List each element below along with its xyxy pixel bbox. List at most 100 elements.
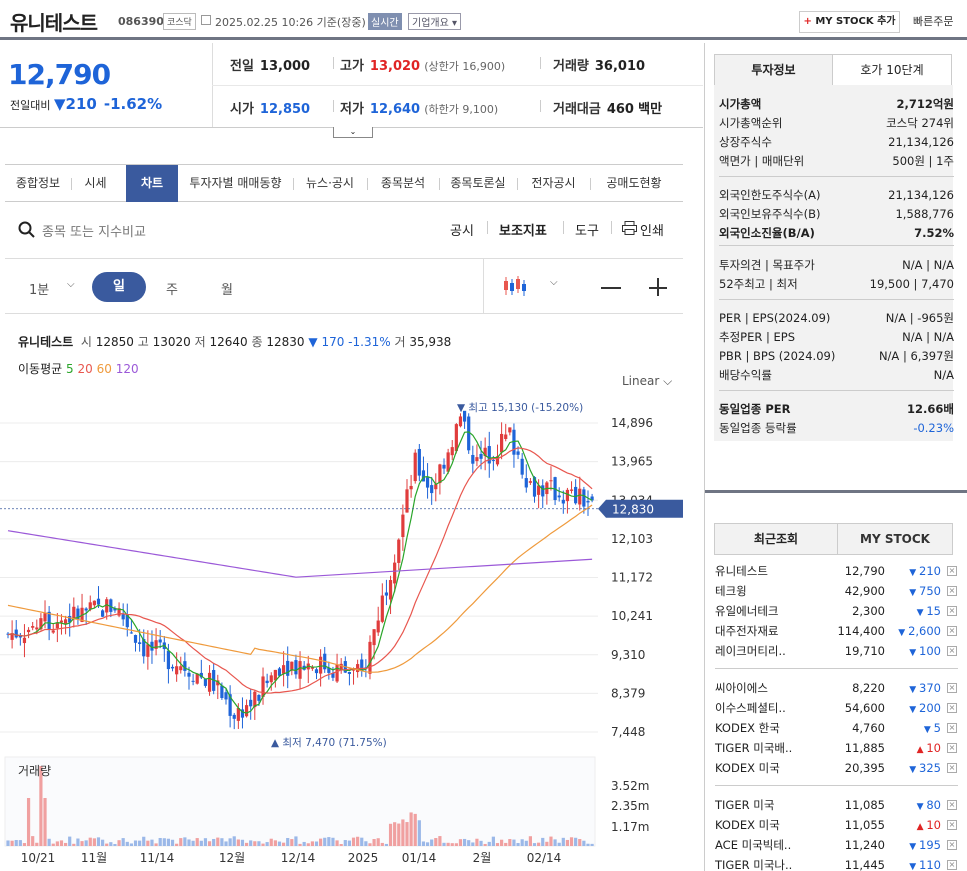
volume-bar (368, 843, 372, 846)
tab-invest-info[interactable]: 투자정보 (714, 54, 833, 86)
close-icon[interactable]: × (947, 703, 957, 713)
candle (425, 477, 430, 488)
close-icon[interactable]: × (947, 566, 957, 576)
recent-item[interactable]: 테크윙 42,900 ▼ 750 × (715, 584, 957, 598)
disclosure-button[interactable]: 공시 (450, 224, 474, 239)
recent-item[interactable]: 이수스페셜티.. 54,600 ▼ 200 × (715, 701, 957, 715)
recent-item[interactable]: 유일에너테크 2,300 ▼ 15 × (715, 604, 957, 618)
close-icon[interactable]: × (947, 606, 957, 616)
tab-mystock[interactable]: MY STOCK (837, 523, 953, 555)
period-month[interactable]: 월 (221, 283, 233, 298)
vol-tick-label: 3.52m (611, 779, 649, 793)
tab-0[interactable]: 종합정보 (15, 176, 61, 190)
recent-item[interactable]: 대주전자재료 114,400 ▼ 2,600 × (715, 624, 957, 638)
expand-chevron-icon[interactable]: ⌄ (333, 127, 373, 138)
chevron-down-icon[interactable]: ⌵ (550, 277, 558, 288)
recent-item[interactable]: TIGER 미국 11,085 ▼ 80 × (715, 798, 957, 812)
info-row: 액면가 | 매매단위 500원 | 1주 (719, 154, 954, 168)
close-icon[interactable]: × (947, 683, 957, 693)
tab-recent[interactable]: 최근조회 (714, 523, 838, 555)
fast-order-link[interactable]: 빠른주문 (913, 15, 954, 28)
ma-line-60 (7, 504, 593, 673)
compare-search[interactable]: 종목 또는 지수비교 (18, 220, 438, 240)
candlestick-icon[interactable] (502, 275, 528, 297)
candle (72, 606, 76, 620)
down-arrow-icon: ▼ (53, 95, 66, 113)
close-icon[interactable]: × (947, 586, 957, 596)
current-price-tag-label: 12,830 (612, 503, 654, 517)
tab-8[interactable]: 공매도현황 (606, 176, 662, 190)
recent-item[interactable]: TIGER 미국나.. 11,445 ▼ 110 × (715, 858, 957, 871)
period-1min[interactable]: 1분 (29, 283, 50, 298)
volume-bar (302, 841, 306, 846)
tools-button[interactable]: 도구 (575, 224, 599, 239)
tab-4[interactable]: 뉴스·공시 (306, 176, 354, 190)
close-icon[interactable]: × (947, 840, 957, 850)
add-mystock-button[interactable]: + MY STOCK 추가 (799, 11, 900, 33)
tab-5[interactable]: 종목분석 (380, 176, 426, 190)
volume-bar (495, 843, 500, 846)
x-tick-label: 02/14 (527, 851, 562, 865)
volume-bar (343, 840, 347, 846)
recent-item[interactable]: KODEX 미국 11,055 ▲ 10 × (715, 818, 957, 832)
candle (438, 464, 442, 484)
volume-bar (187, 839, 191, 846)
ma-line-120 (7, 530, 593, 578)
company-overview-dropdown[interactable]: 기업개요 ▾ (408, 13, 462, 30)
chevron-down-icon[interactable]: ⌵ (67, 279, 75, 290)
recent-item[interactable]: ACE 미국빅테.. 11,240 ▼ 195 × (715, 838, 957, 852)
scale-dropdown[interactable]: Linear ⌵ (622, 374, 673, 388)
indicator-button[interactable]: 보조지표 (499, 224, 547, 239)
invest-info-box (714, 85, 953, 441)
volume-bar (504, 842, 508, 846)
candle (388, 580, 393, 600)
volume-bar (261, 843, 265, 846)
volume-bar (306, 843, 310, 846)
recent-item[interactable]: 레이크머티리.. 19,710 ▼ 100 × (715, 644, 957, 658)
zoom-out-icon[interactable] (601, 287, 621, 289)
volume-bar (253, 841, 257, 846)
price-chart[interactable]: 14,89613,96513,03412,10311,17210,2419,31… (0, 385, 700, 871)
volume-title: 거래량 (18, 764, 51, 778)
period-day[interactable]: 일 (92, 272, 146, 302)
candle (335, 664, 339, 682)
down-arrow-icon: ▼ (909, 588, 920, 598)
close-icon[interactable]: × (947, 763, 957, 773)
search-input[interactable]: 종목 또는 지수비교 (42, 225, 146, 240)
tab-orderbook[interactable]: 호가 10단계 (832, 54, 952, 86)
print-button[interactable]: 인쇄 (640, 224, 664, 239)
close-icon[interactable]: × (947, 646, 957, 656)
volume-bar (314, 841, 319, 846)
recent-item[interactable]: 유니테스트 12,790 ▼ 210 × (715, 564, 957, 578)
vol-tick-label: 2.35m (611, 799, 649, 813)
volume-bar (339, 843, 343, 846)
volume-bar (376, 838, 380, 846)
recent-item[interactable]: KODEX 미국 20,395 ▼ 325 × (715, 761, 957, 775)
recent-item[interactable]: 씨아이에스 8,220 ▼ 370 × (715, 681, 957, 695)
candle (47, 611, 51, 630)
recent-item[interactable]: KODEX 한국 4,760 ▼ 5 × (715, 721, 957, 735)
close-icon[interactable]: × (947, 820, 957, 830)
close-icon[interactable]: × (947, 723, 957, 733)
calendar-icon (201, 15, 211, 25)
tab-7[interactable]: 전자공시 (531, 176, 576, 190)
close-icon[interactable]: × (947, 626, 957, 636)
candle (228, 694, 232, 716)
period-week[interactable]: 주 (166, 283, 178, 298)
recent-item[interactable]: TIGER 미국배.. 11,885 ▲ 10 × (715, 741, 957, 755)
candle (368, 641, 372, 674)
printer-icon[interactable] (622, 221, 637, 235)
volume-bar (207, 841, 212, 846)
candle (286, 660, 290, 676)
volume-bar (578, 839, 582, 846)
price-change: 전일대비 ▼210 -1.62% (10, 95, 163, 113)
tab-3[interactable]: 투자자별 매매동향 (189, 176, 282, 190)
close-icon[interactable]: × (947, 860, 957, 870)
volume-bar (520, 839, 524, 846)
tab-2[interactable]: 차트 (126, 165, 178, 202)
close-icon[interactable]: × (947, 743, 957, 753)
realtime-badge[interactable]: 실시간 (368, 13, 402, 30)
tab-6[interactable]: 종목토론실 (450, 176, 506, 190)
tab-1[interactable]: 시세 (84, 176, 107, 190)
close-icon[interactable]: × (947, 800, 957, 810)
